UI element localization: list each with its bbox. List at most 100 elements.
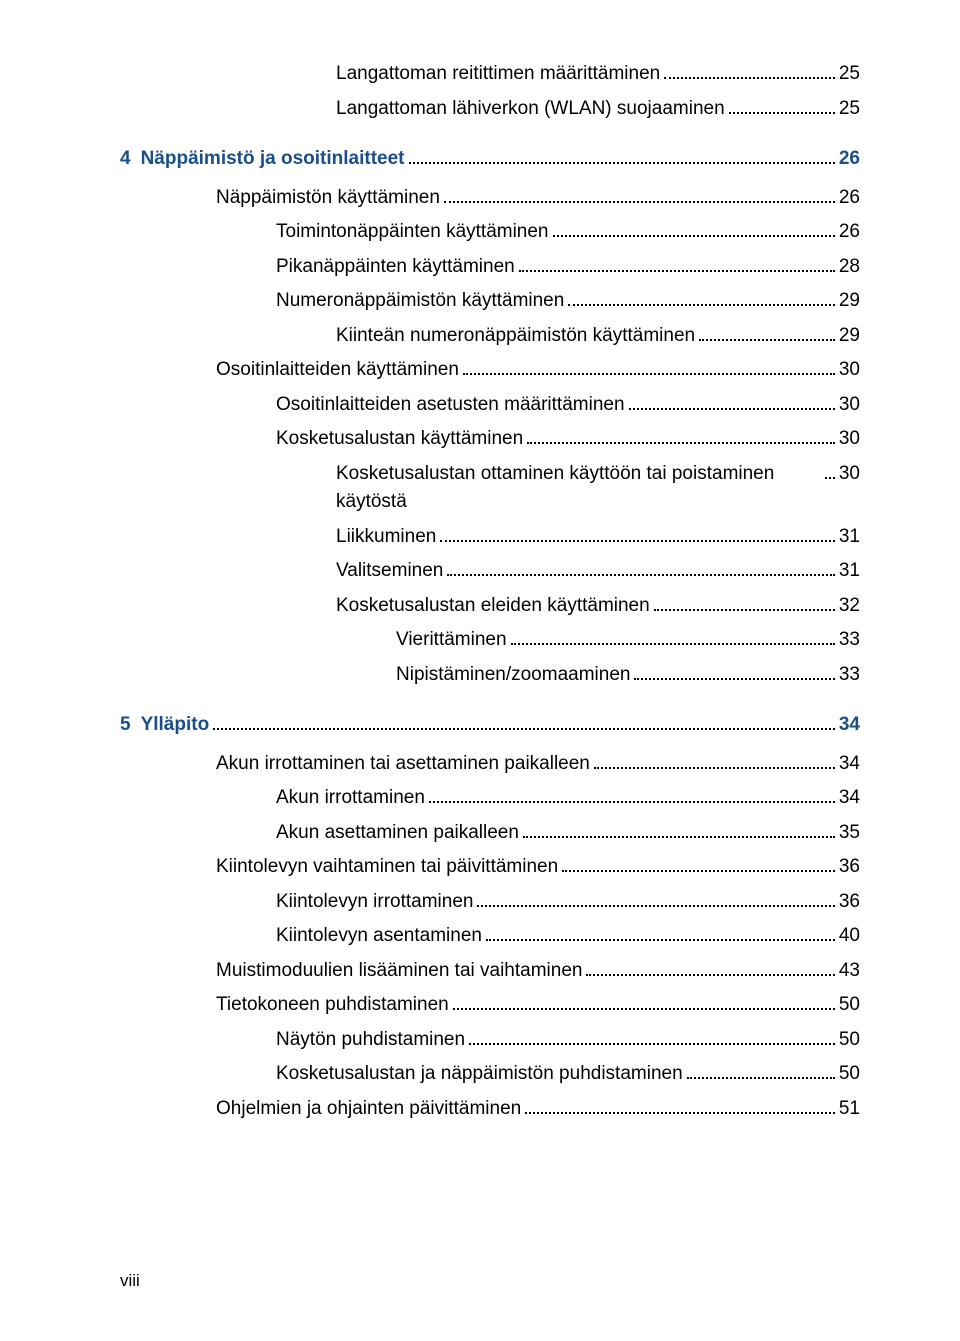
toc-leader-dots	[634, 678, 834, 680]
toc-entry-label: Osoitinlaitteiden käyttäminen	[216, 356, 459, 385]
toc-entry-label: Ylläpito	[141, 711, 210, 740]
toc-entry-page: 29	[839, 287, 860, 316]
toc-entry-page: 31	[839, 557, 860, 586]
toc-entry-row[interactable]: Näytön puhdistaminen 50	[120, 1026, 860, 1055]
toc-leader-dots	[687, 1077, 835, 1079]
toc-entry-label: Toimintonäppäinten käyttäminen	[276, 218, 549, 247]
toc-leader-dots	[453, 1008, 835, 1010]
toc-entry-row[interactable]: Kosketusalustan käyttäminen30	[120, 425, 860, 454]
toc-leader-dots	[586, 974, 834, 976]
toc-entry-row[interactable]: Numeronäppäimistön käyttäminen 29	[120, 287, 860, 316]
toc-entry-label: Näytön puhdistaminen	[276, 1026, 465, 1055]
toc-entry-row[interactable]: Langattoman lähiverkon (WLAN) suojaamine…	[120, 95, 860, 124]
toc-entry-page: 50	[839, 1060, 860, 1089]
toc-entry-row[interactable]: Liikkuminen31	[120, 523, 860, 552]
toc-entry-page: 43	[839, 957, 860, 986]
toc-entry-label: Kosketusalustan eleiden käyttäminen	[336, 592, 650, 621]
toc-entry-row[interactable]: Akun asettaminen paikalleen 35	[120, 819, 860, 848]
toc-entry-label: Kosketusalustan ottaminen käyttöön tai p…	[336, 460, 821, 517]
toc-entry-label: Näppäimistö ja osoitinlaitteet	[141, 145, 405, 174]
toc-entry-row[interactable]: Valitseminen31	[120, 557, 860, 586]
toc-entry-label: Kiintolevyn vaihtaminen tai päivittämine…	[216, 853, 558, 882]
toc-entry-page: 26	[839, 218, 860, 247]
toc-leader-dots	[629, 408, 835, 410]
toc-entry-row[interactable]: Näppäimistön käyttäminen26	[120, 184, 860, 213]
toc-chapter-row[interactable]: 5 Ylläpito 34	[120, 711, 860, 740]
toc-entry-row[interactable]: Kiintolevyn asentaminen40	[120, 922, 860, 951]
toc-entry-page: 51	[839, 1095, 860, 1124]
toc-entry-label: Kosketusalustan ja näppäimistön puhdista…	[276, 1060, 683, 1089]
toc-leader-dots	[469, 1043, 835, 1045]
toc-leader-dots	[519, 270, 835, 272]
toc-entry-label: Kosketusalustan käyttäminen	[276, 425, 523, 454]
chapter-number: 5	[120, 711, 131, 740]
toc-leader-dots	[463, 373, 835, 375]
toc-entry-row[interactable]: Kosketusalustan eleiden käyttäminen32	[120, 592, 860, 621]
table-of-contents: Langattoman reitittimen määrittäminen25L…	[120, 60, 860, 1123]
toc-entry-page: 50	[839, 1026, 860, 1055]
toc-entry-label: Pikanäppäinten käyttäminen	[276, 253, 515, 282]
toc-entry-row[interactable]: Muistimoduulien lisääminen tai vaihtamin…	[120, 957, 860, 986]
toc-entry-row[interactable]: Kosketusalustan ja näppäimistön puhdista…	[120, 1060, 860, 1089]
toc-entry-page: 34	[839, 784, 860, 813]
toc-entry-page: 36	[839, 853, 860, 882]
toc-leader-dots	[440, 540, 835, 542]
toc-entry-label: Näppäimistön käyttäminen	[216, 184, 440, 213]
toc-entry-row[interactable]: Kosketusalustan ottaminen käyttöön tai p…	[120, 460, 860, 517]
toc-entry-row[interactable]: Kiinteän numeronäppäimistön käyttäminen2…	[120, 322, 860, 351]
toc-entry-page: 31	[839, 523, 860, 552]
toc-entry-label: Nipistäminen/zoomaaminen	[396, 661, 630, 690]
toc-leader-dots	[447, 574, 834, 576]
toc-entry-label: Akun irrottaminen tai asettaminen paikal…	[216, 750, 590, 779]
toc-leader-dots	[594, 767, 835, 769]
toc-leader-dots	[527, 442, 835, 444]
toc-entry-row[interactable]: Langattoman reitittimen määrittäminen 25	[120, 60, 860, 89]
toc-entry-row[interactable]: Osoitinlaitteiden asetusten määrittämine…	[120, 391, 860, 420]
toc-entry-row[interactable]: Pikanäppäinten käyttäminen 28	[120, 253, 860, 282]
toc-entry-row[interactable]: Tietokoneen puhdistaminen 50	[120, 991, 860, 1020]
toc-entry-row[interactable]: Toimintonäppäinten käyttäminen 26	[120, 218, 860, 247]
toc-entry-page: 28	[839, 253, 860, 282]
toc-entry-row[interactable]: Akun irrottaminen 34	[120, 784, 860, 813]
toc-entry-label: Tietokoneen puhdistaminen	[216, 991, 449, 1020]
toc-entry-page: 25	[839, 95, 860, 124]
toc-leader-dots	[486, 939, 835, 941]
toc-leader-dots	[553, 235, 835, 237]
toc-leader-dots	[525, 1112, 835, 1114]
toc-entry-label: Kiintolevyn irrottaminen	[276, 888, 473, 917]
toc-leader-dots	[664, 77, 835, 79]
toc-entry-page: 25	[839, 60, 860, 89]
toc-entry-row[interactable]: Nipistäminen/zoomaaminen33	[120, 661, 860, 690]
toc-entry-label: Akun asettaminen paikalleen	[276, 819, 519, 848]
toc-leader-dots	[523, 836, 835, 838]
toc-leader-dots	[429, 801, 835, 803]
toc-entry-row[interactable]: Akun irrottaminen tai asettaminen paikal…	[120, 750, 860, 779]
toc-entry-row[interactable]: Osoitinlaitteiden käyttäminen 30	[120, 356, 860, 385]
toc-entry-page: 30	[839, 356, 860, 385]
toc-entry-page: 50	[839, 991, 860, 1020]
toc-leader-dots	[825, 477, 835, 479]
toc-entry-page: 30	[839, 460, 860, 489]
page-number: viii	[120, 1271, 140, 1291]
toc-entry-page: 33	[839, 626, 860, 655]
toc-entry-page: 35	[839, 819, 860, 848]
toc-entry-label: Akun irrottaminen	[276, 784, 425, 813]
toc-leader-dots	[213, 728, 835, 730]
toc-entry-label: Langattoman reitittimen määrittäminen	[336, 60, 660, 89]
toc-leader-dots	[568, 304, 835, 306]
toc-entry-label: Numeronäppäimistön käyttäminen	[276, 287, 564, 316]
toc-entry-label: Ohjelmien ja ohjainten päivittäminen	[216, 1095, 521, 1124]
toc-entry-row[interactable]: Ohjelmien ja ohjainten päivittäminen 51	[120, 1095, 860, 1124]
toc-entry-page: 36	[839, 888, 860, 917]
toc-entry-row[interactable]: Vierittäminen 33	[120, 626, 860, 655]
toc-entry-row[interactable]: Kiintolevyn vaihtaminen tai päivittämine…	[120, 853, 860, 882]
toc-entry-label: Osoitinlaitteiden asetusten määrittämine…	[276, 391, 625, 420]
toc-entry-page: 34	[839, 750, 860, 779]
toc-leader-dots	[699, 339, 835, 341]
toc-entry-page: 30	[839, 391, 860, 420]
toc-entry-label: Kiinteän numeronäppäimistön käyttäminen	[336, 322, 695, 351]
toc-entry-row[interactable]: Kiintolevyn irrottaminen 36	[120, 888, 860, 917]
toc-chapter-row[interactable]: 4Näppäimistö ja osoitinlaitteet26	[120, 145, 860, 174]
toc-entry-page: 34	[839, 711, 860, 740]
toc-entry-label: Vierittäminen	[396, 626, 507, 655]
